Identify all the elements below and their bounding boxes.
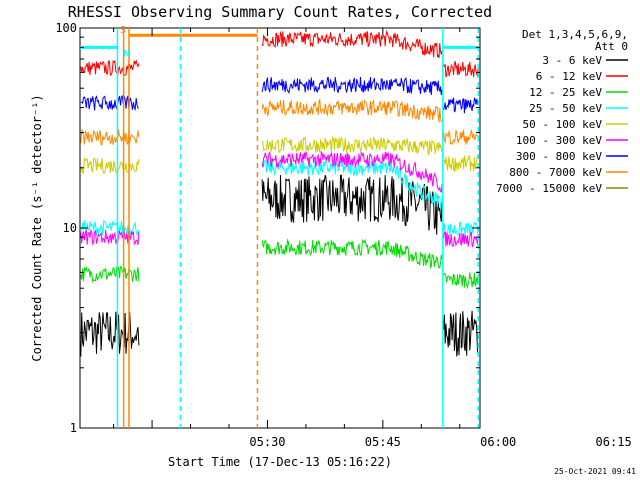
- series-2: [80, 238, 479, 290]
- y-axis: 1 10 100: [55, 21, 480, 435]
- series-post-trace: [443, 310, 479, 357]
- data-layer: SN: [80, 25, 479, 428]
- series-4: [80, 135, 479, 175]
- x-tick-label: 05:30: [249, 435, 285, 449]
- series-post-trace: [443, 231, 479, 249]
- series-7: [80, 98, 479, 146]
- series-1: [80, 29, 479, 78]
- footer-timestamp: 25-Oct-2021 09:41: [554, 467, 636, 476]
- series-main-trace: [261, 174, 443, 235]
- legend-item-label: 800 - 7000 keV: [509, 166, 602, 179]
- series-main-trace: [261, 76, 443, 96]
- series-post-trace: [443, 129, 479, 146]
- series-main-trace: [261, 135, 443, 156]
- flag-label: S: [120, 25, 126, 36]
- y-tick-label: 100: [55, 21, 77, 35]
- series-post-trace: [443, 154, 479, 173]
- series-0: [80, 174, 479, 357]
- series-pre-trace: [80, 94, 140, 112]
- y-tick-label: 1: [70, 421, 77, 435]
- flag-label: N: [123, 48, 129, 59]
- x-tick-label: 05:45: [365, 435, 401, 449]
- series-main-trace: [261, 98, 443, 123]
- series-pre-trace: [80, 265, 140, 284]
- series-main-trace: [261, 238, 443, 270]
- legend-item-label: 3 - 6 keV: [542, 54, 602, 67]
- series-pre-trace: [80, 311, 140, 357]
- series-main-trace: [261, 150, 443, 194]
- x-tick-label: 06:00: [480, 435, 516, 449]
- y-axis-label: Corrected Count Rate (s⁻¹ detector⁻¹): [30, 94, 44, 361]
- legend-item-label: 25 - 50 keV: [529, 102, 602, 115]
- legend-item-label: 100 - 300 keV: [516, 134, 602, 147]
- chart-title: RHESSI Observing Summary Count Rates, Co…: [68, 3, 492, 21]
- series-post-trace: [443, 96, 479, 114]
- legend-item-label: 7000 - 15000 keV: [496, 182, 602, 195]
- y-tick-label: 10: [63, 221, 77, 235]
- legend-item-label: 6 - 12 keV: [536, 70, 603, 83]
- series-6: [80, 76, 479, 114]
- series-post-trace: [443, 60, 479, 78]
- series-post-trace: [443, 221, 479, 238]
- series-pre-trace: [80, 129, 140, 146]
- legend-item-label: 300 - 800 keV: [516, 150, 602, 163]
- series-pre-trace: [80, 59, 140, 76]
- legend-header: Att 0: [595, 40, 628, 53]
- legend-item-label: 12 - 25 keV: [529, 86, 602, 99]
- series-main-trace: [261, 29, 443, 58]
- x-axis-label: Start Time (17-Dec-13 05:16:22): [168, 455, 392, 469]
- legend: Det 1,3,4,5,6,9,Att 03 - 6 keV 6 - 12 keV…: [496, 28, 628, 195]
- legend-header: Det 1,3,4,5,6,9,: [522, 28, 628, 41]
- legend-item-label: 50 - 100 keV: [523, 118, 603, 131]
- x-tick-label: 06:15: [596, 435, 632, 449]
- series-pre-trace: [80, 157, 140, 175]
- series-post-trace: [443, 272, 479, 290]
